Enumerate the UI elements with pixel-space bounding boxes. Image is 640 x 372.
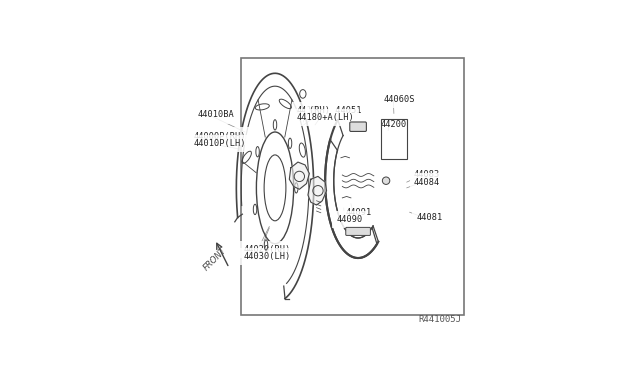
Text: 44090: 44090 (337, 215, 363, 224)
Text: (RH) 44051: (RH) 44051 (309, 106, 362, 115)
FancyBboxPatch shape (346, 227, 371, 235)
Polygon shape (308, 176, 326, 205)
Text: R441005J: R441005J (418, 315, 461, 324)
Polygon shape (289, 162, 309, 189)
Bar (381, 119, 407, 159)
Text: 44010P(LH): 44010P(LH) (193, 139, 246, 148)
Bar (241, 58, 464, 315)
Text: 44200: 44200 (381, 121, 407, 129)
Text: 44083: 44083 (414, 170, 440, 179)
Text: 44030(LH): 44030(LH) (243, 252, 291, 261)
Text: 44000P(RH): 44000P(RH) (193, 132, 246, 141)
Text: FRONT: FRONT (202, 246, 228, 273)
Text: 44084: 44084 (414, 178, 440, 187)
Text: 44081: 44081 (417, 214, 443, 222)
Text: 44180+A(LH): 44180+A(LH) (296, 113, 355, 122)
Text: 44060S: 44060S (384, 94, 415, 103)
Circle shape (382, 177, 390, 185)
Text: 44091: 44091 (345, 208, 371, 217)
FancyBboxPatch shape (350, 122, 366, 131)
Text: 44010BA: 44010BA (198, 110, 234, 119)
Text: 44180: 44180 (296, 106, 323, 115)
Text: 44020(RH): 44020(RH) (243, 245, 291, 254)
